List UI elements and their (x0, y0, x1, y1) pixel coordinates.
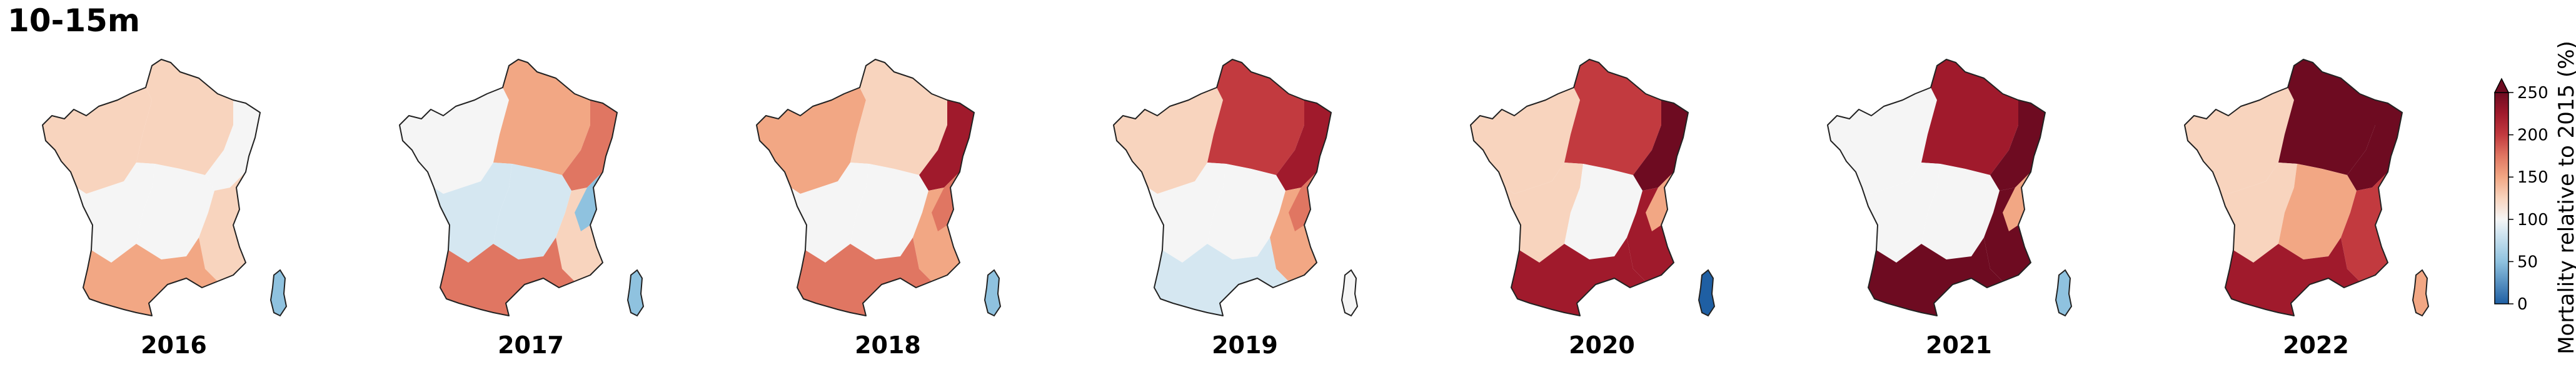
region-med (1154, 238, 1289, 316)
corsica-region (269, 269, 288, 317)
region-s (136, 164, 214, 259)
colorbar-tick-label: 50 (2517, 253, 2538, 271)
region-s (2278, 164, 2357, 259)
region-s (1207, 164, 1285, 259)
map-panel-2022 (2184, 59, 2430, 317)
region-med (797, 238, 932, 316)
region-ne (493, 59, 590, 175)
corsica-region (1698, 269, 1716, 317)
panel-year-label: 2016 (141, 331, 207, 359)
region-ne (136, 59, 233, 175)
region-sw (791, 163, 869, 263)
region-sw (1505, 163, 1583, 263)
france-outline (399, 59, 618, 316)
colorbar-tick-label: 0 (2517, 295, 2528, 314)
region-sw (1862, 163, 1940, 263)
region-alp (1289, 172, 1317, 231)
region-med (1511, 238, 1646, 316)
region-alp (2003, 172, 2031, 231)
colorbar-tick-label: 100 (2517, 211, 2548, 229)
figure-title: 10-15m (8, 3, 141, 39)
colorbar-tick-label: 150 (2517, 168, 2548, 187)
corsica-region (2412, 269, 2430, 317)
panel-year-label: 2018 (855, 331, 921, 359)
corsica-region (2055, 269, 2073, 317)
panel-year-label: 2017 (498, 331, 564, 359)
map-panel-2021 (1827, 59, 2073, 317)
map-panel-2019 (1113, 59, 1359, 317)
map-panel-2016 (42, 59, 288, 317)
corsica-region (1341, 269, 1359, 317)
region-s (1921, 164, 2000, 259)
france-outline (1113, 59, 1332, 316)
france-outline (1470, 59, 1689, 316)
colorbar-label: Mortality relative to 2015 (%) (2554, 41, 2576, 354)
region-ne (2278, 59, 2375, 175)
france-outline (756, 59, 975, 316)
region-sw (77, 163, 155, 263)
colorbar-tick-label: 250 (2517, 84, 2548, 103)
colorbar-gradient (2494, 92, 2509, 304)
colorbar-tick-label: 200 (2517, 126, 2548, 145)
region-med (83, 238, 218, 316)
france-outline (1827, 59, 2046, 316)
region-ne (850, 59, 947, 175)
colorbar-extend-arrow (2493, 78, 2510, 93)
region-alp (218, 172, 246, 231)
region-alp (575, 172, 603, 231)
map-panel-2018 (756, 59, 1002, 317)
map-panel-2020 (1470, 59, 1716, 317)
panel-year-label: 2021 (1926, 331, 1992, 359)
region-alp (932, 172, 960, 231)
corsica-region (626, 269, 645, 317)
france-outline (42, 59, 261, 316)
region-med (1868, 238, 2003, 316)
region-sw (2219, 163, 2297, 263)
region-ne (1207, 59, 1304, 175)
region-alp (2360, 172, 2388, 231)
region-med (2225, 238, 2360, 316)
region-alp (1646, 172, 1674, 231)
region-ne (1564, 59, 1661, 175)
region-sw (434, 163, 512, 263)
panel-year-label: 2020 (1569, 331, 1635, 359)
france-outline (2184, 59, 2403, 316)
region-ne (1921, 59, 2018, 175)
region-s (1564, 164, 1643, 259)
colorbar: 0 50 100 150 200 250 (2493, 78, 2548, 314)
region-s (850, 164, 928, 259)
region-med (440, 238, 575, 316)
panel-year-label: 2022 (2283, 331, 2349, 359)
region-sw (1148, 163, 1226, 263)
map-panel-2017 (399, 59, 645, 317)
region-s (493, 164, 571, 259)
corsica-region (984, 269, 1002, 317)
panel-year-label: 2019 (1212, 331, 1278, 359)
